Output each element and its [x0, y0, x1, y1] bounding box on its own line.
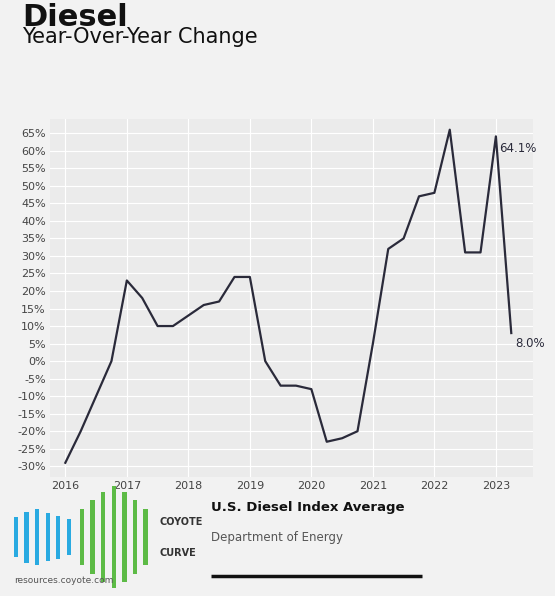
Text: CURVE: CURVE	[159, 548, 196, 558]
FancyBboxPatch shape	[80, 509, 84, 566]
FancyBboxPatch shape	[90, 500, 95, 574]
FancyBboxPatch shape	[122, 492, 127, 582]
FancyBboxPatch shape	[143, 509, 148, 566]
FancyBboxPatch shape	[67, 519, 71, 555]
Text: Department of Energy: Department of Energy	[211, 530, 343, 544]
FancyBboxPatch shape	[46, 513, 50, 561]
Text: Diesel: Diesel	[22, 3, 128, 32]
FancyBboxPatch shape	[35, 509, 39, 566]
Text: 8.0%: 8.0%	[515, 337, 544, 350]
FancyBboxPatch shape	[56, 516, 60, 558]
Text: COYOTE: COYOTE	[159, 517, 203, 527]
FancyBboxPatch shape	[24, 511, 29, 563]
FancyBboxPatch shape	[101, 492, 105, 582]
Text: U.S. Diesel Index Average: U.S. Diesel Index Average	[211, 501, 405, 514]
FancyBboxPatch shape	[14, 517, 18, 557]
FancyBboxPatch shape	[112, 486, 116, 588]
Text: resources.coyote.com: resources.coyote.com	[14, 576, 113, 585]
FancyBboxPatch shape	[133, 500, 137, 574]
Text: Year-Over-Year Change: Year-Over-Year Change	[22, 27, 258, 47]
Text: 64.1%: 64.1%	[500, 142, 537, 154]
